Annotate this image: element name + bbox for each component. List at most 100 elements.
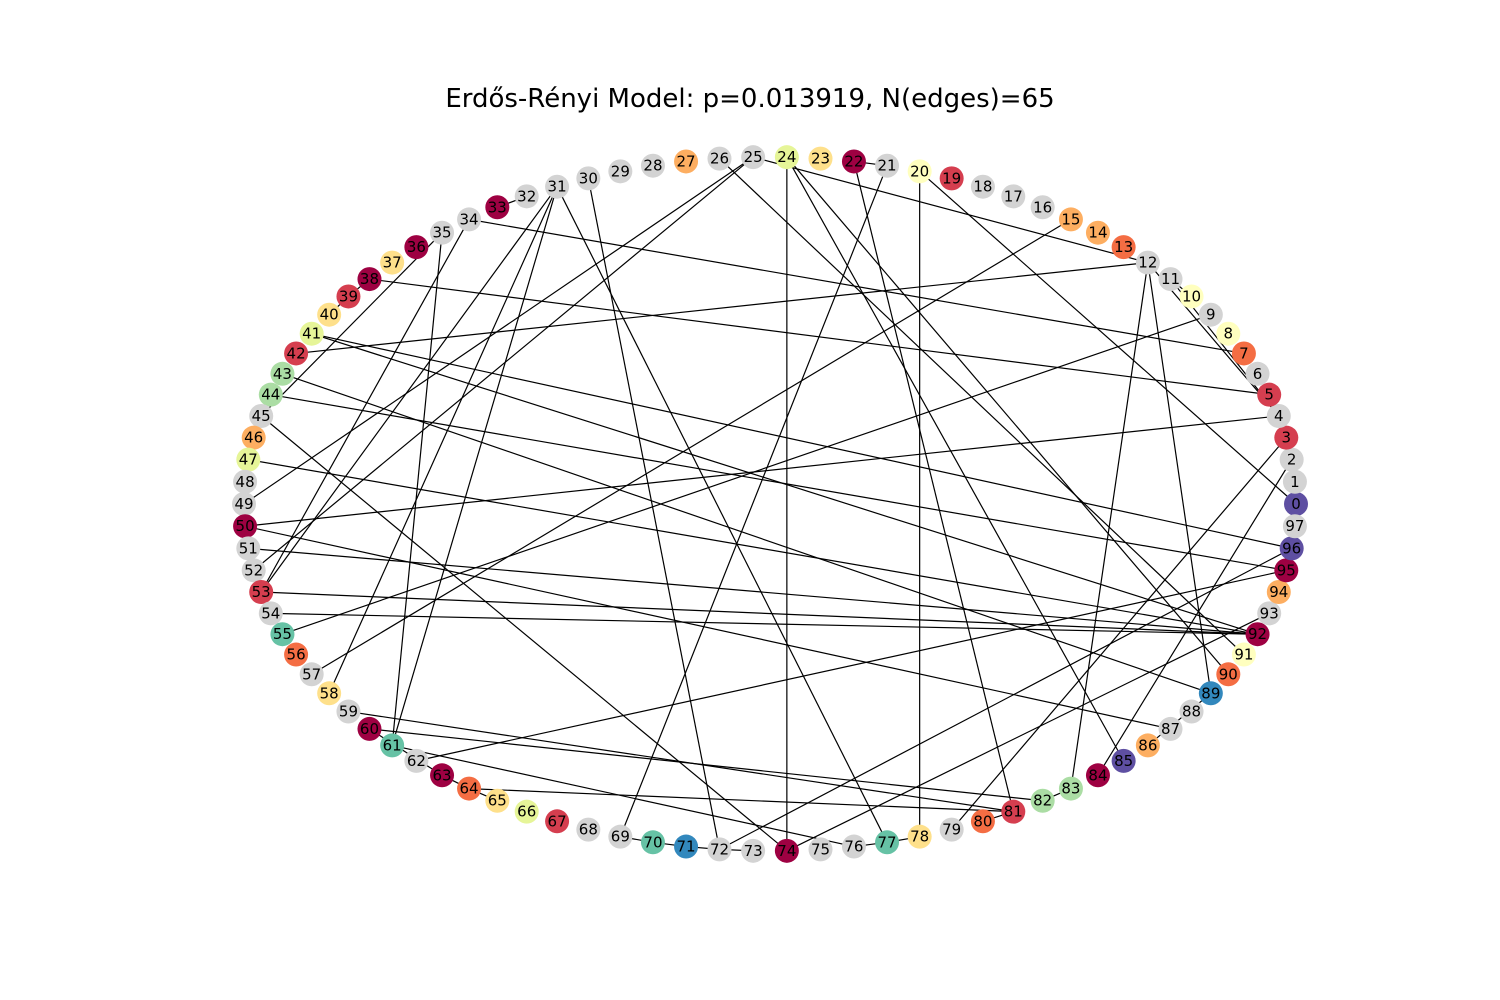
- graph-node: 76: [841, 834, 866, 859]
- node-label: 39: [339, 287, 358, 305]
- node-circle: [1257, 382, 1282, 407]
- node-label: 13: [1114, 238, 1133, 256]
- graph-edge: [270, 394, 1287, 571]
- graph-node: 55: [270, 622, 295, 647]
- graph-edge: [416, 569, 1287, 762]
- node-circle: [707, 146, 732, 171]
- graph-edge: [719, 158, 1245, 655]
- node-label: 81: [1004, 803, 1023, 821]
- node-label: 26: [710, 150, 729, 168]
- node-label: 4: [1274, 407, 1284, 425]
- graph-edge: [1097, 459, 1293, 776]
- node-circle: [640, 830, 665, 855]
- node-label: 1: [1290, 473, 1300, 491]
- node-circle: [299, 662, 324, 687]
- node-circle: [1257, 601, 1282, 626]
- node-circle: [430, 220, 455, 245]
- node-label: 19: [942, 169, 961, 187]
- node-label: 95: [1277, 561, 1296, 579]
- node-label: 91: [1234, 646, 1253, 664]
- graph-edge: [786, 156, 1229, 675]
- graph-node: 61: [380, 733, 405, 758]
- node-circle: [1135, 733, 1160, 758]
- graph-node: 6: [1245, 361, 1270, 386]
- node-label: 88: [1182, 703, 1201, 721]
- node-circle: [232, 492, 256, 516]
- node-circle: [1158, 267, 1183, 292]
- node-circle: [970, 174, 995, 199]
- node-circle: [1085, 763, 1110, 788]
- graph-node: 94: [1266, 580, 1291, 605]
- graph-node: 14: [1085, 220, 1110, 245]
- node-label: 71: [677, 838, 696, 856]
- node-label: 51: [239, 539, 258, 557]
- graph-node: 4: [1266, 403, 1291, 428]
- graph-node: 75: [808, 837, 833, 862]
- graph-node: 47: [236, 447, 261, 472]
- graph-edge: [245, 415, 1279, 527]
- graph-node: 16: [1030, 195, 1055, 220]
- node-label: 54: [261, 604, 280, 622]
- graph-node: 79: [939, 817, 964, 842]
- node-circle: [258, 382, 283, 407]
- node-circle: [1245, 622, 1270, 647]
- node-label: 72: [710, 840, 729, 858]
- node-circle: [249, 403, 274, 428]
- node-label: 15: [1061, 210, 1080, 228]
- node-label: 0: [1291, 495, 1301, 513]
- node-label: 31: [548, 178, 567, 196]
- graph-node: 0: [1284, 492, 1308, 516]
- graph-node: 66: [514, 799, 539, 824]
- graph-node: 31: [545, 174, 570, 199]
- graph-node: 10: [1179, 284, 1204, 309]
- node-circle: [404, 748, 429, 773]
- node-circle: [939, 817, 964, 842]
- node-circle: [970, 809, 995, 834]
- graph-edge: [369, 728, 1043, 802]
- graph-edge: [951, 437, 1287, 831]
- node-label: 86: [1138, 736, 1157, 754]
- graph-edge: [1147, 262, 1212, 694]
- graph-node: 44: [258, 382, 283, 407]
- graph-edge: [587, 178, 721, 850]
- graph-node: 85: [1111, 748, 1136, 773]
- node-label: 50: [236, 517, 255, 535]
- node-label: 85: [1114, 752, 1133, 770]
- graph-node: 3: [1274, 425, 1299, 450]
- node-circle: [841, 149, 866, 174]
- node-label: 36: [407, 238, 426, 256]
- graph-node: 93: [1257, 601, 1282, 626]
- graph-node: 9: [1198, 302, 1223, 327]
- graph-node: 73: [741, 838, 766, 863]
- graph-edge: [853, 161, 1014, 812]
- node-circle: [1179, 284, 1204, 309]
- node-circle: [1282, 469, 1307, 494]
- graph-node: 84: [1085, 763, 1110, 788]
- node-label: 22: [844, 152, 863, 170]
- node-circle: [1198, 681, 1223, 706]
- node-circle: [457, 207, 482, 232]
- graph-node: 19: [939, 166, 964, 191]
- graph-node: 39: [336, 284, 361, 309]
- node-label: 69: [611, 828, 630, 846]
- node-circle: [270, 361, 295, 386]
- graph-node: 80: [970, 809, 995, 834]
- node-label: 2: [1287, 451, 1297, 469]
- node-circle: [1231, 341, 1256, 366]
- graph-node: 72: [707, 837, 732, 862]
- node-label: 93: [1260, 604, 1279, 622]
- graph-edges: [243, 156, 1297, 852]
- graph-edge: [619, 165, 888, 837]
- node-label: 80: [973, 812, 992, 830]
- graph-node: 36: [404, 235, 429, 260]
- graph-node: 82: [1030, 788, 1055, 813]
- graph-node: 70: [640, 830, 665, 855]
- graph-node: 11: [1158, 267, 1183, 292]
- node-circle: [1001, 799, 1026, 824]
- node-circle: [741, 838, 766, 863]
- node-label: 90: [1219, 665, 1238, 683]
- node-label: 97: [1285, 517, 1304, 535]
- node-circle: [1279, 447, 1304, 472]
- node-label: 70: [643, 833, 662, 851]
